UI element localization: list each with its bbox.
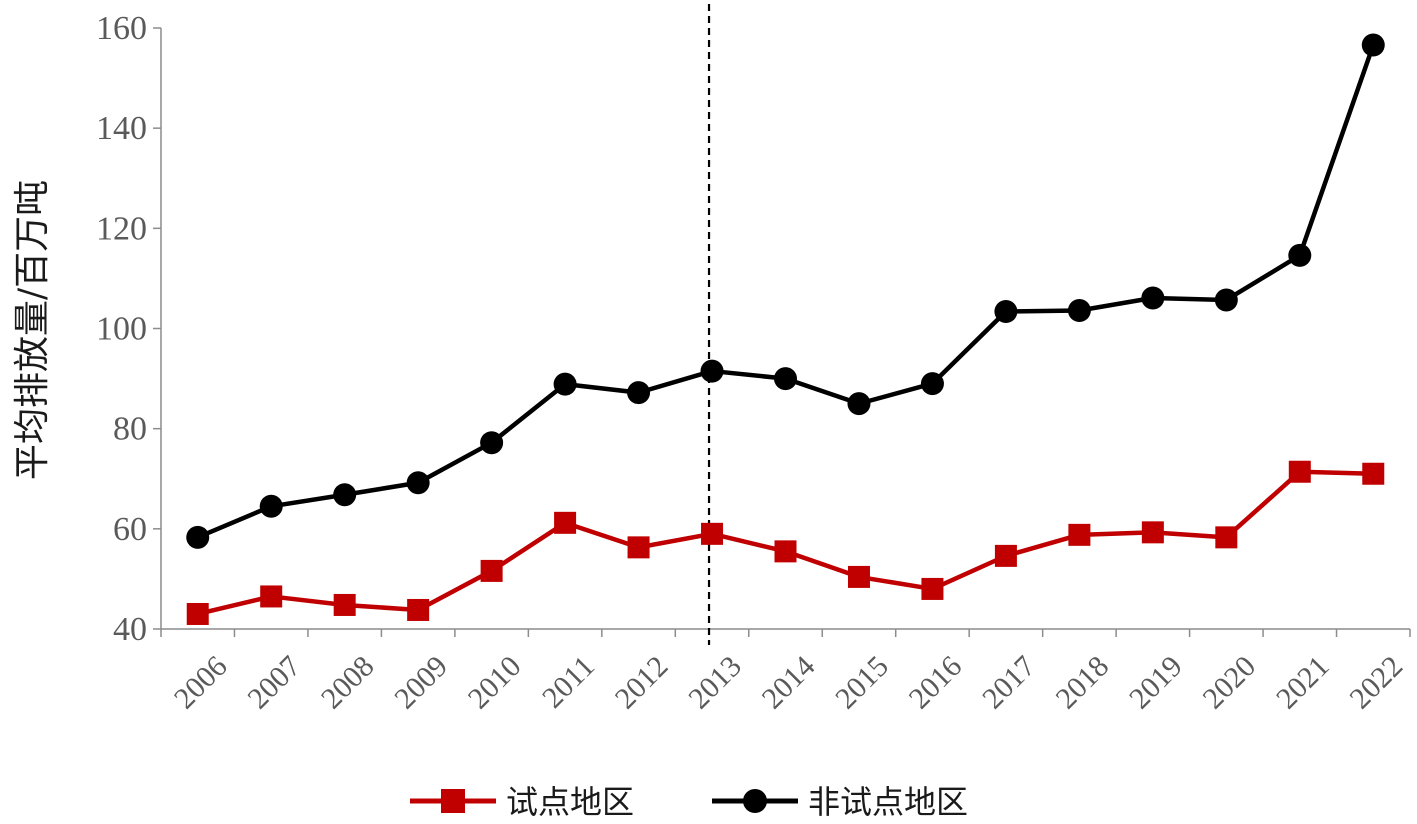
series-2 bbox=[186, 33, 1385, 549]
y-tick-label: 60 bbox=[113, 511, 147, 548]
x-tick-label: 2021 bbox=[1270, 650, 1336, 716]
data-point bbox=[480, 559, 503, 582]
x-tick-label: 2008 bbox=[315, 650, 381, 716]
x-tick-label: 2019 bbox=[1123, 650, 1189, 716]
x-tick-label: 2012 bbox=[609, 650, 675, 716]
x-axis-ticks: 2006 2007 2008 2009 2010 2011 2012 2013 2014 2015… bbox=[160, 629, 1411, 716]
data-point bbox=[847, 565, 870, 588]
data-point bbox=[1067, 298, 1091, 322]
data-point bbox=[1362, 462, 1385, 485]
data-point bbox=[1068, 523, 1091, 546]
data-point bbox=[1141, 521, 1164, 544]
legend: 试点地区 非试点地区 bbox=[410, 783, 968, 821]
data-point bbox=[1288, 243, 1312, 267]
y-tick-label: 160 bbox=[96, 10, 147, 47]
x-tick-label: 2018 bbox=[1050, 650, 1116, 716]
series-group bbox=[186, 33, 1385, 625]
data-point bbox=[333, 593, 356, 616]
x-tick-label: 2022 bbox=[1343, 650, 1409, 716]
legend-label: 试点地区 bbox=[506, 783, 634, 821]
x-tick-label: 2007 bbox=[241, 650, 307, 716]
data-point bbox=[1214, 288, 1238, 312]
data-point bbox=[260, 585, 283, 608]
legend-item-2: 非试点地区 bbox=[712, 783, 968, 821]
data-point bbox=[480, 431, 504, 455]
data-point bbox=[1288, 460, 1311, 483]
data-point bbox=[920, 372, 944, 396]
legend-marker bbox=[743, 789, 767, 813]
x-tick-label: 2017 bbox=[976, 650, 1042, 716]
y-tick-label: 40 bbox=[113, 611, 147, 648]
legend-item-1: 试点地区 bbox=[410, 783, 634, 821]
y-tick-label: 120 bbox=[96, 210, 147, 247]
x-tick-label: 2015 bbox=[829, 650, 895, 716]
data-point bbox=[1215, 526, 1238, 549]
x-tick-label: 2009 bbox=[388, 650, 454, 716]
y-tick-label: 140 bbox=[96, 110, 147, 147]
series-1 bbox=[186, 460, 1385, 625]
data-point bbox=[994, 544, 1017, 567]
data-point bbox=[186, 525, 210, 549]
x-tick-label: 2020 bbox=[1196, 650, 1262, 716]
x-tick-label: 2011 bbox=[536, 650, 601, 715]
x-tick-label: 2010 bbox=[462, 650, 528, 716]
data-point bbox=[1361, 33, 1385, 57]
legend-marker bbox=[441, 789, 465, 813]
data-point bbox=[774, 540, 797, 563]
data-point bbox=[921, 577, 944, 600]
data-point bbox=[774, 367, 797, 391]
y-tick-label: 100 bbox=[96, 311, 147, 348]
y-axis-ticks: 40 60 80 100 120 140 160 bbox=[96, 10, 161, 648]
data-point bbox=[259, 494, 283, 518]
x-tick-label: 2013 bbox=[682, 650, 748, 716]
data-point bbox=[994, 299, 1018, 323]
y-tick-label: 80 bbox=[113, 411, 147, 448]
data-point bbox=[1141, 286, 1165, 310]
legend-label: 非试点地区 bbox=[808, 783, 968, 821]
x-tick-label: 2016 bbox=[903, 650, 969, 716]
data-point bbox=[333, 483, 357, 507]
data-point bbox=[186, 602, 209, 625]
y-axis-label: 平均排放量/百万吨 bbox=[12, 180, 53, 480]
data-point bbox=[627, 381, 651, 405]
data-point bbox=[701, 522, 724, 545]
data-point bbox=[553, 372, 577, 396]
series-line bbox=[196, 44, 1376, 540]
data-point bbox=[847, 392, 871, 416]
x-tick-label: 2014 bbox=[756, 650, 822, 716]
data-point bbox=[406, 471, 430, 495]
data-point bbox=[407, 598, 430, 621]
x-tick-label: 2006 bbox=[168, 650, 234, 716]
data-point bbox=[700, 359, 724, 383]
data-point bbox=[627, 536, 650, 559]
data-point bbox=[554, 511, 577, 534]
